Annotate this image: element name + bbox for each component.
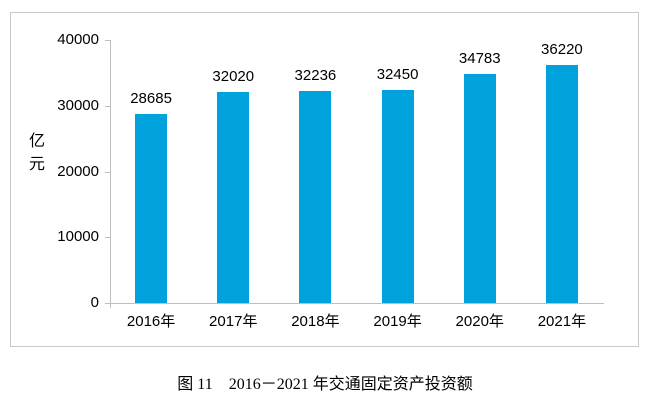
bar-value-label: 34783 [458, 50, 501, 67]
bar-value-label: 32020 [212, 68, 255, 85]
y-tick-label: 10000 [57, 228, 99, 246]
x-tick-label: 2018年 [291, 313, 340, 330]
plot-area [110, 40, 604, 304]
figure-caption: 图 11 2016－2021 年交通固定资产投资额 [177, 376, 473, 393]
bar-value-label: 28685 [130, 90, 172, 107]
x-tick-label: 2020年 [455, 313, 504, 330]
bar-value-label: 32450 [376, 66, 419, 83]
bar [545, 65, 578, 303]
y-tick-label: 30000 [57, 96, 99, 114]
y-tick-label: 20000 [57, 162, 99, 180]
bar [217, 92, 250, 303]
x-tick-label: 2019年 [373, 313, 422, 330]
y-tick-mark [105, 237, 110, 239]
y-tick-label: 40000 [57, 31, 99, 48]
y-tick-label: 0 [90, 294, 99, 311]
bar [135, 114, 168, 303]
bar-value-label: 32236 [294, 67, 337, 84]
bar [381, 90, 414, 303]
y-tick-mark [105, 303, 110, 304]
y-tick-mark [105, 40, 110, 41]
x-tick-label: 2017年 [209, 313, 258, 330]
x-tick-label: 2016年 [126, 313, 176, 330]
bar [463, 74, 496, 303]
bar-value-label: 36220 [541, 41, 583, 58]
y-tick-mark [105, 105, 110, 107]
y-axis-bottom-tick [110, 304, 111, 308]
x-tick-label: 2021年 [537, 313, 587, 330]
y-axis-title: 亿元 [26, 132, 43, 178]
bar [299, 91, 332, 303]
y-tick-mark [105, 171, 110, 173]
